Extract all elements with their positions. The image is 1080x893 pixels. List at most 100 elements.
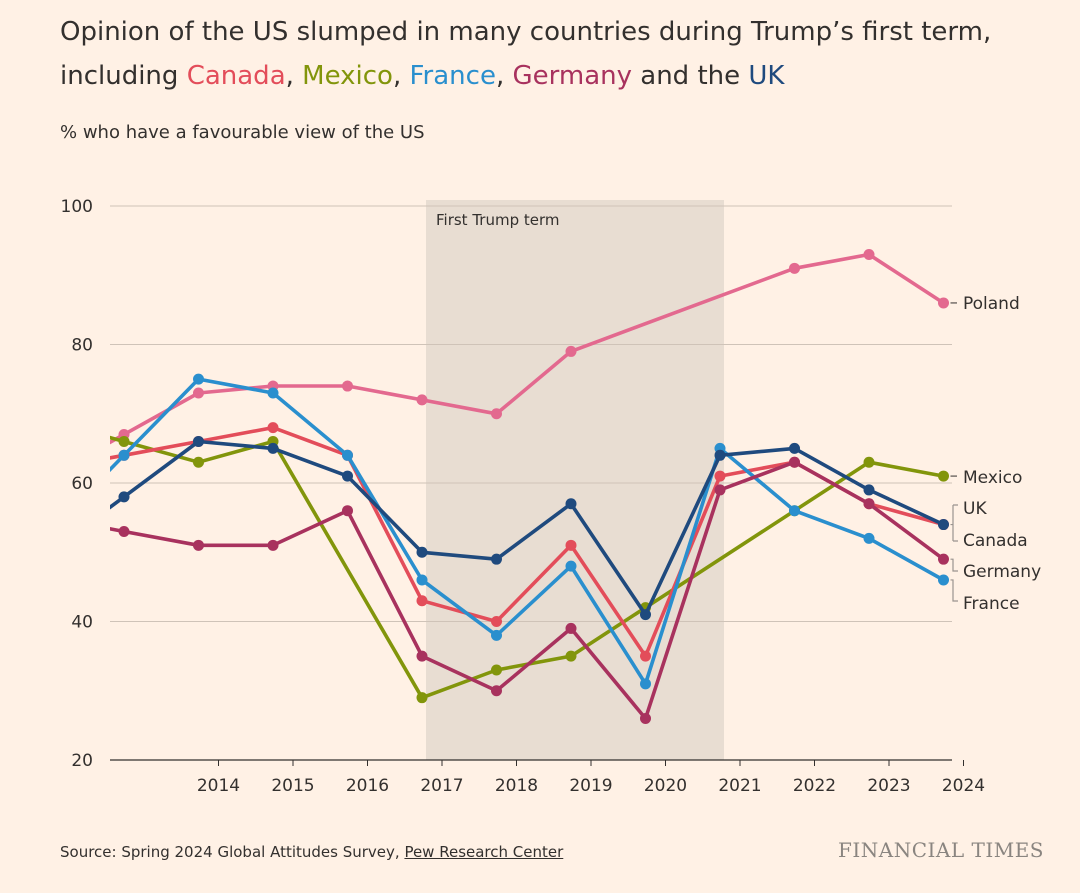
data-point-uk-2019 [565,498,577,510]
data-point-poland-2023 [863,248,875,260]
end-labels: Poland Mexico UK Canada Germany France [950,294,1041,614]
source-text: Source: Spring 2024 Global Attitudes Sur… [60,843,405,861]
title-sep: , [495,61,513,91]
data-point-canada-2021 [714,470,726,482]
data-point-france-2022 [789,505,800,517]
x-tick-label: 2020 [644,776,687,796]
data-point-canada-2017 [416,595,428,607]
data-point-france-2014 [193,373,204,385]
data-point-uk-2017 [416,546,428,558]
data-point-france-2017 [416,574,428,586]
x-tick-label: 2017 [420,776,463,796]
data-point-germany-2015 [267,539,279,551]
data-point-poland-2017 [416,394,428,406]
title-uk: UK [748,61,785,91]
shaded-region-group: First Trump term [426,200,724,760]
y-tick-label: 20 [71,751,93,771]
title-prefix: including [60,61,187,91]
title-sep: , [392,61,410,91]
data-point-france-2019 [565,560,577,572]
data-point-uk-2020 [640,609,651,621]
data-point-uk-2018 [491,553,502,565]
data-point-mexico-2017 [416,692,428,704]
x-tick-label: 2018 [495,776,538,796]
label-connector-france [950,579,958,602]
data-point-uk-2024 [938,519,949,531]
data-point-canada-2018 [491,616,502,627]
y-tick-label: 100 [61,197,93,217]
x-tick-label: 2024 [942,776,985,796]
data-point-france-2023 [863,532,875,544]
data-point-mexico-2019 [565,650,577,662]
series-group [110,248,949,724]
data-point-canada-2019 [565,539,577,551]
data-point-germany-2022 [789,456,800,468]
end-label-mexico: Mexico [963,468,1022,488]
title-line-1: Opinion of the US slumped in many countr… [60,17,992,47]
data-point-mexico-2023 [863,456,875,468]
data-point-france-2024 [938,574,949,586]
data-point-uk-2016 [342,470,353,482]
data-point-uk-2022 [789,442,800,454]
brand-logo: FINANCIAL TIMES [837,838,1044,862]
x-tick-label: 2022 [793,776,836,796]
data-point-mexico-2014 [193,456,204,468]
x-tick-label: 2016 [346,776,389,796]
title-canada: Canada [186,61,286,91]
data-point-poland-2022 [789,262,800,274]
y-tick-label: 80 [71,336,93,356]
series-uk [110,435,949,621]
x-tick-label: 2021 [718,776,761,796]
data-point-poland-2019 [565,345,577,357]
data-point-france-2018 [491,629,502,641]
data-point-france-2016 [342,449,353,461]
x-tick-label: 2023 [867,776,910,796]
data-point-uk-2023 [863,484,875,496]
data-point-germany-2014 [193,539,204,551]
data-point-uk-2015 [267,442,279,454]
data-point-france-2020 [640,678,651,690]
title-and: and the [632,61,749,91]
y-tick-label: 60 [71,474,93,494]
title-france: France [409,61,496,91]
data-point-poland-2016 [342,380,353,392]
chart-subtitle: % who have a favourable view of the US [60,122,425,143]
x-tick-label: 2015 [271,776,314,796]
x-tick-label: 2019 [569,776,612,796]
title-germany: Germany [512,61,632,91]
data-point-france-2013 [118,449,130,461]
shaded-region-first-trump-term [426,200,724,760]
data-point-germany-2023 [863,498,875,510]
data-point-uk-2013 [118,491,130,503]
label-connector-germany [950,558,958,572]
end-label-canada: Canada [963,531,1028,551]
series-germany [110,456,949,724]
data-point-mexico-2024 [938,470,949,482]
data-point-germany-2018 [491,685,502,697]
data-point-uk-2021 [714,449,726,461]
data-point-germany-2021 [714,484,726,496]
end-label-france: France [963,594,1020,614]
label-bracket-uk-canada [950,504,958,542]
data-point-mexico-2018 [491,664,502,676]
data-point-uk-2014 [193,435,204,447]
data-point-germany-2024 [938,553,949,565]
data-point-germany-2016 [342,505,353,517]
x-tick-label: 2014 [197,776,240,796]
data-point-canada-2015 [267,422,279,434]
y-tick-label: 40 [71,613,93,633]
end-label-poland: Poland [963,294,1020,314]
data-point-france-2015 [267,387,279,399]
source-link[interactable]: Pew Research Center [404,843,564,861]
data-point-poland-2014 [193,387,204,399]
source-note: Source: Spring 2024 Global Attitudes Sur… [60,843,563,861]
series-france [110,373,949,690]
data-point-poland-2024 [938,297,949,309]
end-label-germany: Germany [963,562,1041,582]
chart-title: Opinion of the US slumped in many countr… [60,10,1060,98]
data-point-germany-2019 [565,622,577,634]
data-point-germany-2020 [640,712,651,724]
title-mexico: Mexico [302,61,393,91]
data-point-mexico-2013 [118,435,130,447]
